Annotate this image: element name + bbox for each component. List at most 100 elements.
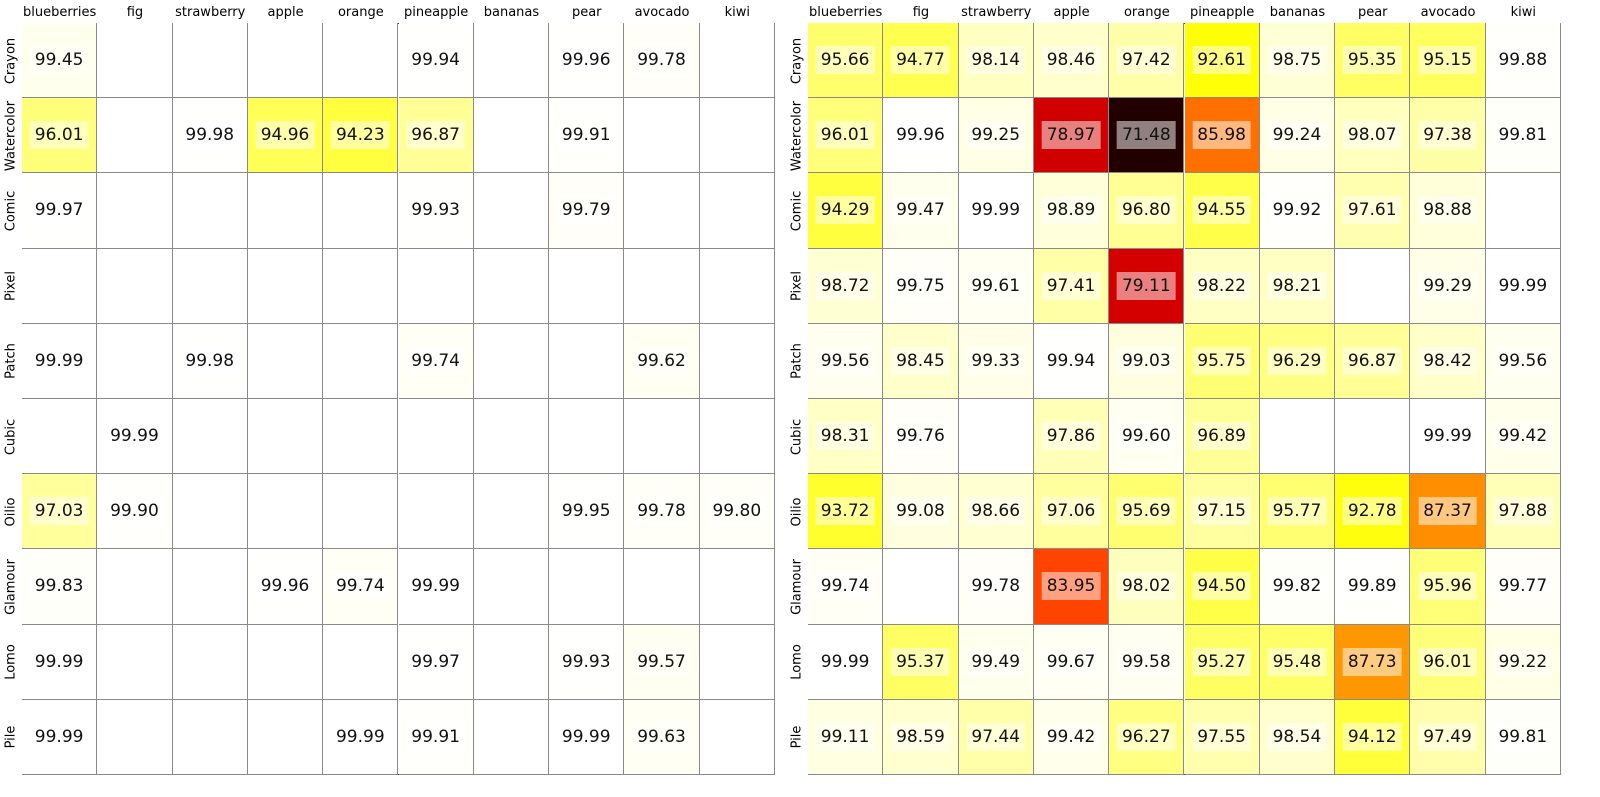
column-header-orange: orange [337,5,384,20]
heatmap-cell [699,323,775,399]
cell-value: 99.96 [255,572,315,601]
cell-value: 99.99 [1418,422,1477,451]
cell-value: 99.11 [815,722,875,751]
heatmap-cell [323,248,399,324]
row-label: Crayon [3,37,19,84]
row-header-patch: Patch [2,324,20,399]
cell-value: 99.89 [1342,572,1402,601]
row-label: Oilio [789,497,805,527]
cell-value: 97.55 [1192,722,1251,751]
cell-value: 95.75 [1192,346,1251,375]
heatmap-cell: 99.88 [1485,23,1561,99]
cell-value: 99.62 [632,346,691,375]
cell-value: 99.42 [1041,722,1101,751]
heatmap-cell: 98.66 [958,474,1034,550]
row-header-crayon: Crayon [2,23,20,98]
heatmap-cell: 99.24 [1259,98,1336,174]
heatmap-cell: 99.75 [883,248,959,324]
cell-value: 99.99 [330,722,390,751]
heatmap-cell [549,549,625,625]
heatmap-cell [172,549,248,625]
heatmap-cell: 95.77 [1259,474,1336,550]
cell-value: 99.80 [707,497,767,526]
heatmap-cell: 99.99 [22,323,98,399]
heatmap-cell: 99.96 [883,98,959,174]
heatmap-cell [172,248,248,324]
row-label: Watercolor [789,100,805,171]
cell-value: 99.67 [1041,647,1101,676]
cell-value: 94.96 [255,121,315,150]
heatmap-cell [247,248,324,324]
heatmap-cell: 97.44 [958,699,1034,775]
cell-value: 97.61 [1342,196,1402,225]
cell-value: 71.48 [1116,121,1176,150]
heatmap-cell [473,173,550,249]
cell-value: 92.61 [1192,46,1251,75]
cell-value: 78.97 [1041,121,1101,150]
heatmap-cell: 94.50 [1184,549,1260,625]
heatmap-cell: 87.73 [1335,624,1411,700]
heatmap-cell: 98.72 [808,248,884,324]
heatmap-cell: 99.77 [1485,549,1561,625]
cell-value: 99.78 [632,497,691,526]
heatmap-cell [624,248,700,324]
cell-value: 99.56 [815,346,875,375]
heatmap-cell: 97.49 [1410,699,1486,775]
row-label: Glamour [789,559,805,615]
heatmap-cell: 96.27 [1109,699,1185,775]
heatmap-cell: 99.91 [398,699,474,775]
heatmap-cell: 99.95 [549,474,625,550]
heatmap-cell: 99.03 [1109,323,1185,399]
heatmap-cell [624,173,700,249]
heatmap-cell [473,699,550,775]
cell-value: 98.89 [1041,196,1101,225]
cell-value: 99.03 [1116,346,1176,375]
row-label: Pixel [789,271,805,302]
heatmap-cell: 94.96 [247,98,324,174]
heatmap-cell: 99.45 [22,23,98,99]
cell-value: 95.15 [1418,46,1477,75]
heatmap-cell: 96.01 [808,98,884,174]
row-label: Pixel [3,271,19,302]
row-header-oilio: Oilio [2,474,20,549]
heatmap-cell [473,323,550,399]
row-header-crayon: Crayon [788,23,806,98]
row-label: Crayon [789,37,805,84]
heatmap-cell: 71.48 [1109,98,1185,174]
cell-value: 99.29 [1418,271,1477,300]
heatmap-cell: 99.74 [323,549,399,625]
cell-value: 96.89 [1192,422,1251,451]
heatmap-cell: 97.03 [22,474,98,550]
cell-value: 99.88 [1493,46,1553,75]
cell-value: 92.78 [1342,497,1402,526]
cell-value: 99.96 [556,46,616,75]
heatmap-cell: 94.23 [323,98,399,174]
heatmap-cell: 99.49 [958,624,1034,700]
heatmap-cell [473,399,550,475]
row-label: Lomo [789,644,805,680]
heatmap-cell: 97.15 [1184,474,1260,550]
heatmap-cell: 97.06 [1033,474,1110,550]
cell-value: 99.42 [1493,422,1553,451]
cell-value: 97.15 [1192,497,1251,526]
heatmap-cell [473,549,550,625]
heatmap-cell: 98.45 [883,323,959,399]
column-header-pear: pear [571,5,602,20]
heatmap-cell [323,173,399,249]
heatmap-cell [172,624,248,700]
heatmap-cell: 99.60 [1109,399,1185,475]
cell-value: 98.54 [1267,722,1327,751]
heatmap-cell [699,173,775,249]
heatmap-cell: 97.42 [1109,23,1185,99]
heatmap-cell: 99.94 [1033,323,1110,399]
heatmap-cell: 99.57 [624,624,700,700]
column-header-blueberries: blueberries [809,5,883,20]
cell-value: 98.72 [815,271,875,300]
heatmap-cell [323,474,399,550]
row-header-pile: Pile [2,700,20,775]
heatmap-cell: 95.75 [1184,323,1260,399]
cell-value: 96.87 [1342,346,1402,375]
heatmap-cell: 92.61 [1184,23,1260,99]
cell-value: 99.22 [1493,647,1553,676]
cell-value: 94.12 [1342,722,1402,751]
